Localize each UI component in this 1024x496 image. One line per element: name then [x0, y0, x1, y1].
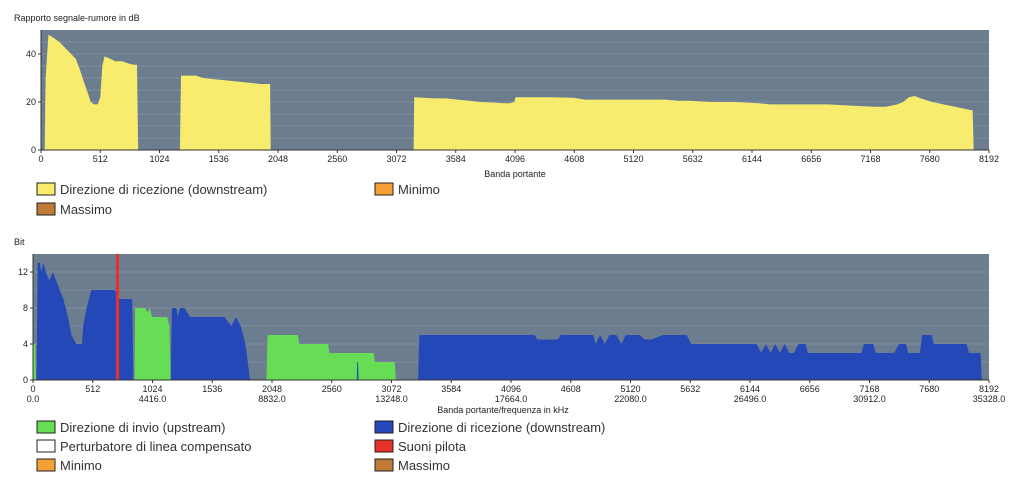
legend-label: Direzione di ricezione (downstream)	[398, 420, 605, 435]
y-tick-label: 12	[18, 267, 28, 277]
x-tick-label: 3072	[381, 384, 401, 394]
x-tick-label: 6144	[740, 384, 760, 394]
legend-swatch	[36, 202, 56, 216]
x-tick-label-khz: 8832.0	[258, 394, 286, 404]
x-tick-label: 3584	[441, 384, 461, 394]
snr-legend: Direzione di ricezione (downstream) Minim…	[36, 182, 440, 217]
x-tick-label: 1024	[142, 384, 162, 394]
x-tick-label-khz: 13248.0	[375, 394, 408, 404]
bit-legend: Direzione di invio (upstream) Direzione d…	[36, 420, 605, 473]
x-tick-label: 8192	[979, 154, 999, 164]
x-tick-label: 2048	[262, 384, 282, 394]
x-tick-label: 5632	[680, 384, 700, 394]
legend-label: Minimo	[60, 458, 102, 473]
x-tick-label: 7680	[919, 384, 939, 394]
legend-swatch	[36, 458, 56, 472]
x-tick-label-khz: 35328.0	[973, 394, 1006, 404]
series-area-1	[36, 263, 982, 380]
x-tick-label: 1536	[202, 384, 222, 394]
x-tick-label: 0	[38, 154, 43, 164]
legend-swatch	[36, 439, 56, 453]
legend-swatch	[374, 439, 394, 453]
legend-label: Minimo	[398, 182, 440, 197]
x-tick-label-khz: 30912.0	[853, 394, 886, 404]
legend-label: Massimo	[398, 458, 450, 473]
legend-label: Massimo	[60, 202, 112, 217]
x-tick-label: 7168	[859, 384, 879, 394]
x-tick-label: 6656	[801, 154, 821, 164]
y-tick-label: 0	[31, 145, 36, 155]
snr-x-axis-label: Banda portante	[484, 169, 546, 179]
x-tick-label: 3584	[446, 154, 466, 164]
x-tick-label: 8192	[979, 384, 999, 394]
bit-x-axis-label: Banda portante/frequenza in kHz	[437, 405, 569, 415]
legend-swatch	[374, 458, 394, 472]
x-tick-label-khz: 0.0	[27, 394, 40, 404]
x-tick-label: 4608	[561, 384, 581, 394]
x-tick-label: 1024	[149, 154, 169, 164]
x-tick-label-khz: 4416.0	[139, 394, 167, 404]
y-tick-label: 40	[26, 49, 36, 59]
x-tick-label: 5120	[620, 384, 640, 394]
x-tick-label-khz: 26496.0	[734, 394, 767, 404]
legend-swatch	[36, 420, 56, 434]
y-tick-label: 8	[23, 303, 28, 313]
bit-chart-title: Bit	[14, 237, 25, 247]
x-tick-label: 1536	[209, 154, 229, 164]
x-tick-label: 512	[93, 154, 108, 164]
legend-label: Perturbatore di linea compensato	[60, 439, 252, 454]
x-tick-label: 6144	[742, 154, 762, 164]
x-tick-label: 3072	[386, 154, 406, 164]
x-tick-label: 4096	[501, 384, 521, 394]
legend-swatch	[374, 182, 394, 196]
x-tick-label: 4608	[564, 154, 584, 164]
bit-series	[33, 254, 982, 380]
x-tick-label: 2560	[322, 384, 342, 394]
x-tick-label-khz: 22080.0	[614, 394, 647, 404]
bit-axes: 0 512 1024 1536 2048 2560 3072 3584 4096 4608 5120…	[18, 254, 1005, 404]
x-tick-label: 4096	[505, 154, 525, 164]
x-tick-label: 7168	[860, 154, 880, 164]
x-tick-label: 5120	[623, 154, 643, 164]
x-tick-label: 0	[30, 384, 35, 394]
snr-axes: 0 512 1024 1536 2048 2560 3072 3584 4096 4608 5120…	[26, 30, 999, 164]
series-area-0	[33, 308, 396, 380]
x-tick-label: 5632	[683, 154, 703, 164]
x-tick-label-khz: 17664.0	[495, 394, 528, 404]
legend-swatch	[374, 420, 394, 434]
legend-label: Suoni pilota	[398, 439, 467, 454]
y-tick-label: 20	[26, 97, 36, 107]
legend-label: Direzione di ricezione (downstream)	[60, 182, 267, 197]
x-tick-label: 6656	[800, 384, 820, 394]
snr-chart-title: Rapporto segnale-rumore in dB	[14, 13, 140, 23]
snr-series	[44, 34, 974, 150]
x-tick-label: 512	[85, 384, 100, 394]
x-tick-label: 7680	[920, 154, 940, 164]
pilot-tone-marker	[115, 254, 119, 380]
x-tick-label: 2560	[327, 154, 347, 164]
legend-label: Direzione di invio (upstream)	[60, 420, 225, 435]
legend-swatch	[36, 182, 56, 196]
y-tick-label: 4	[23, 339, 28, 349]
y-tick-label: 0	[23, 375, 28, 385]
x-tick-label: 2048	[268, 154, 288, 164]
series-area-0	[44, 34, 974, 150]
